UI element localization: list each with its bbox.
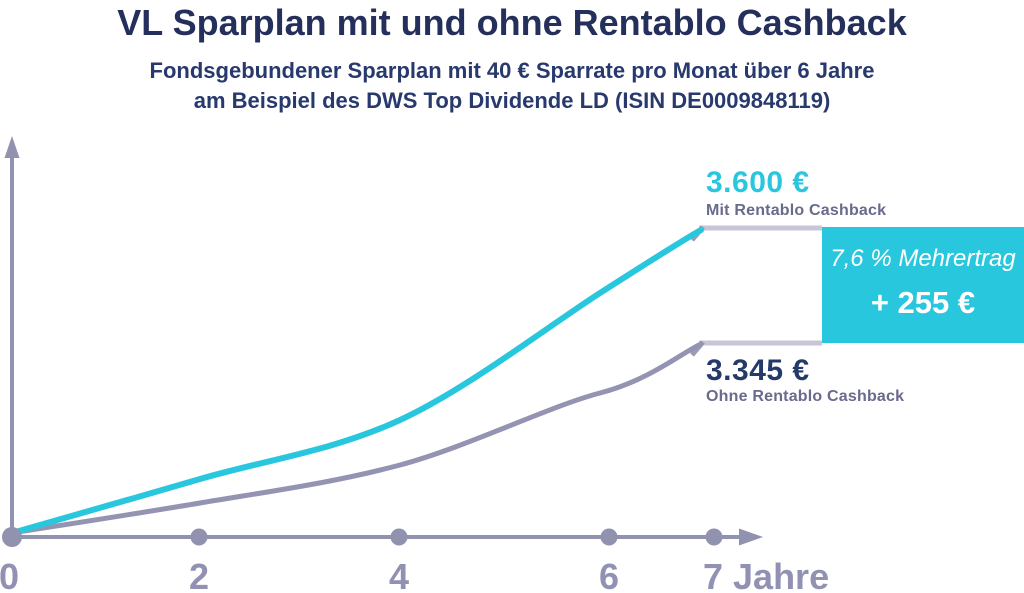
series-ohne-value-label: 3.345 € bbox=[706, 354, 810, 387]
axis-dot-year-4 bbox=[390, 528, 408, 546]
mehrertrag-percent-label: 7,6 % Mehrertrag bbox=[830, 245, 1016, 272]
series-ohne-name-label: Ohne Rentablo Cashback bbox=[706, 388, 905, 405]
chart-subtitle-line1: Fondsgebundener Sparplan mit 40 € Sparra… bbox=[149, 58, 875, 83]
mehrertrag-callout: 7,6 % Mehrertrag + 255 € bbox=[822, 227, 1024, 343]
axis-dot-year-2 bbox=[190, 528, 208, 546]
axis-dot-year-7 bbox=[705, 528, 723, 546]
x-tick-6: 6 bbox=[598, 556, 620, 593]
x-tick-4: 4 bbox=[388, 556, 410, 593]
series-mit-curve bbox=[9, 227, 704, 536]
series-ohne-curve bbox=[9, 341, 704, 536]
axis-dot-year-6 bbox=[600, 528, 618, 546]
mehrertrag-amount-label: + 255 € bbox=[870, 285, 976, 320]
y-axis-arrow-icon bbox=[4, 136, 20, 158]
x-tick-7-jahre: 7 Jahre bbox=[703, 556, 830, 593]
x-tick-2: 2 bbox=[188, 556, 210, 593]
x-axis-arrow-icon bbox=[739, 528, 763, 546]
series-mit-name-label: Mit Rentablo Cashback bbox=[706, 202, 887, 219]
chart-title: VL Sparplan mit und ohne Rentablo Cashba… bbox=[117, 2, 907, 43]
series-mit-value-label: 3.600 € bbox=[706, 166, 810, 199]
x-tick-0: 0 bbox=[0, 556, 20, 593]
axis-dot-year-0 bbox=[2, 527, 22, 547]
chart-subtitle: Fondsgebundener Sparplan mit 40 € Sparra… bbox=[0, 56, 1024, 116]
chart-subtitle-line2: am Beispiel des DWS Top Dividende LD (IS… bbox=[193, 88, 831, 113]
